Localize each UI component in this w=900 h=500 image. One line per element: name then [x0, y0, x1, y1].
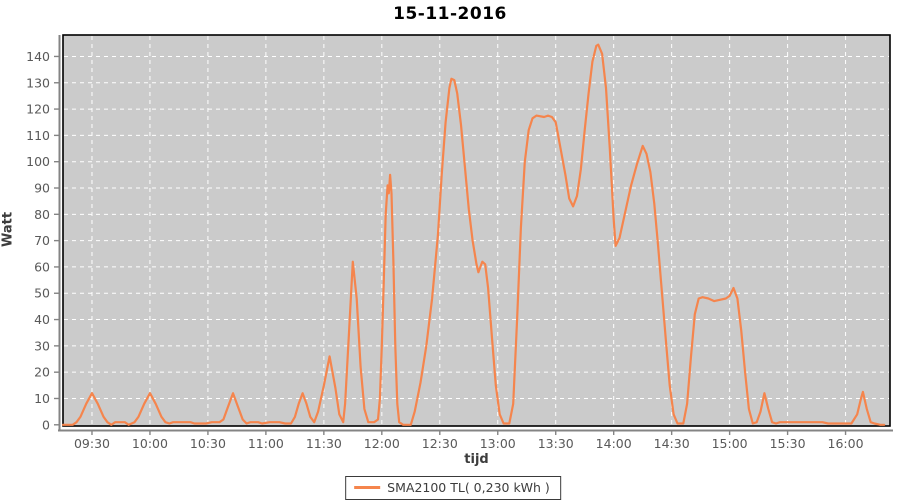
x-tick-label: 14:30: [654, 436, 690, 451]
x-tick-label: 15:30: [770, 436, 806, 451]
legend-line-swatch: [354, 486, 381, 489]
grid-layer: [64, 36, 889, 425]
y-tick-label: 140: [26, 49, 50, 64]
y-tick-label: 40: [34, 312, 50, 327]
tick-layer: [54, 55, 847, 435]
tick-labels: 0 10 20 30 40 50 60 70 80 90 100 110 120 130 140 09:30 1…: [26, 49, 863, 451]
x-tick-label: 16:00: [828, 436, 864, 451]
y-tick-label: 20: [34, 365, 50, 380]
y-tick-label: 70: [34, 233, 50, 248]
y-tick-label: 120: [26, 102, 50, 117]
y-tick-label: 30: [34, 338, 50, 353]
y-tick-label: 130: [26, 75, 50, 90]
x-tick-label: 10:30: [190, 436, 226, 451]
y-tick-label: 80: [34, 207, 50, 222]
x-tick-label: 09:30: [74, 436, 110, 451]
legend-label: SMA2100 TL( 0,230 kWh ): [387, 480, 550, 495]
x-tick-label: 13:00: [480, 436, 516, 451]
y-tick-label: 60: [34, 259, 50, 274]
x-tick-label: 11:00: [248, 436, 284, 451]
y-tick-label: 10: [34, 391, 50, 406]
axis-layer: [58, 35, 893, 432]
x-tick-label: 11:30: [306, 436, 342, 451]
x-tick-label: 13:30: [538, 436, 574, 451]
plot-border: [62, 34, 891, 427]
y-tick-label: 50: [34, 286, 50, 301]
legend: SMA2100 TL( 0,230 kWh ): [345, 476, 561, 500]
y-tick-label: 90: [34, 181, 50, 196]
x-tick-label: 12:00: [364, 436, 400, 451]
plot-area: [63, 35, 890, 426]
x-tick-label: 10:00: [132, 436, 168, 451]
x-tick-label: 12:30: [422, 436, 458, 451]
y-tick-label: 0: [42, 417, 50, 432]
x-tick-label: 15:00: [712, 436, 748, 451]
y-tick-label: 110: [26, 128, 50, 143]
series-line: [61, 43, 886, 426]
x-tick-label: 14:00: [596, 436, 632, 451]
chart-title: 15-11-2016: [393, 4, 507, 24]
y-tick-label: 100: [26, 154, 50, 169]
x-axis-title: tijd: [464, 452, 489, 467]
y-axis-title: Watt: [0, 211, 16, 248]
